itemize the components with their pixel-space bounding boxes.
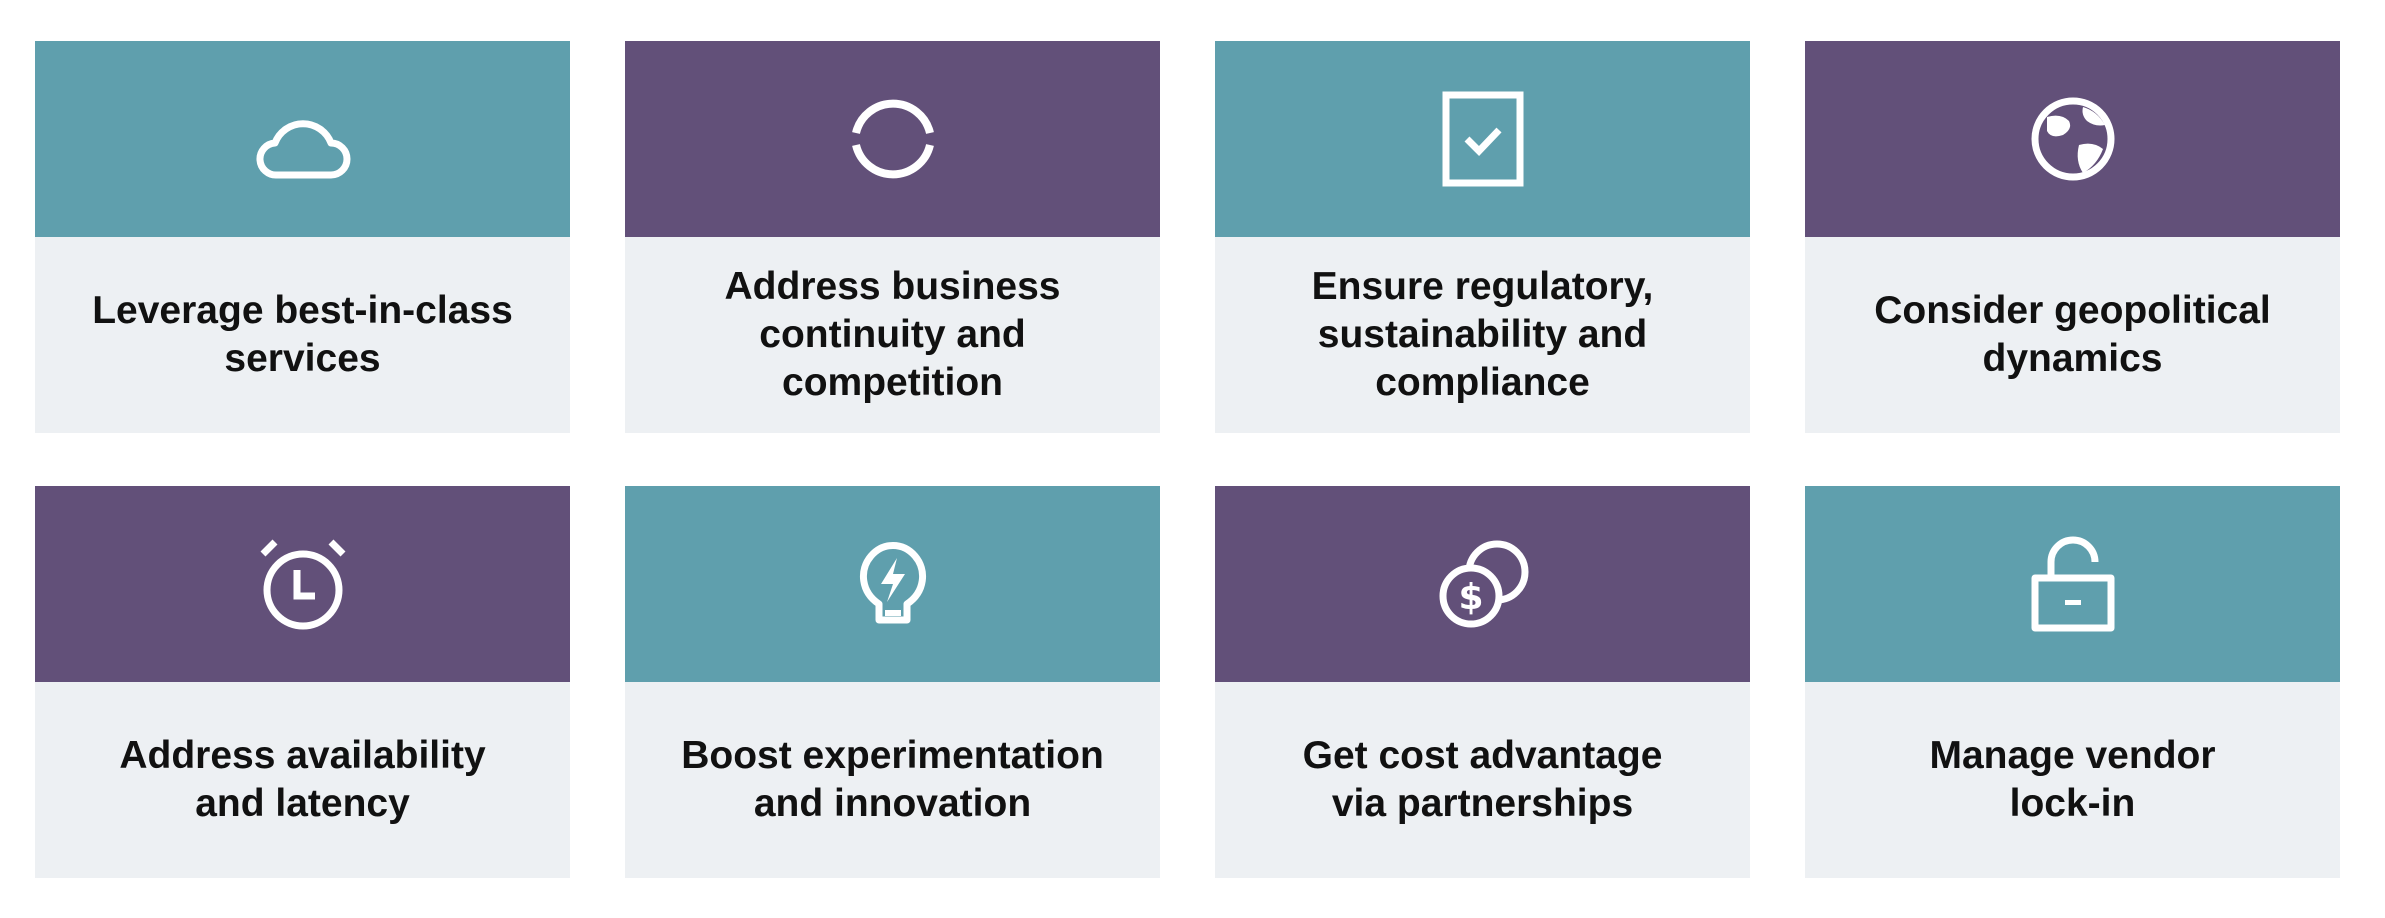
benefit-card-geopolitical: Consider geopolitical dynamics [1805, 41, 2340, 433]
coins-icon: $ [1439, 540, 1528, 628]
card-body: Manage vendor lock-in [1805, 682, 2340, 878]
card-header [1215, 41, 1750, 237]
card-body: Consider geopolitical dynamics [1805, 237, 2340, 433]
benefits-grid: Leverage best-in-class services Address … [35, 41, 2340, 878]
card-label: Leverage best-in-class services [92, 289, 513, 380]
card-header [625, 486, 1160, 682]
card-label: Address availability and latency [119, 734, 486, 825]
card-body: Ensure regulatory, sustainability and co… [1215, 237, 1750, 433]
benefit-card-best-in-class: Leverage best-in-class services [35, 41, 570, 433]
benefit-card-regulatory: Ensure regulatory, sustainability and co… [1215, 41, 1750, 433]
cloud-icon [256, 120, 350, 179]
alarm-clock-icon [260, 539, 345, 630]
card-label: Get cost advantage via partnerships [1302, 734, 1663, 825]
card-header [625, 41, 1160, 237]
benefit-card-cost-advantage: $ Get cost advantage via partnerships [1215, 486, 1750, 878]
card-header [1805, 41, 2340, 237]
globe-icon [2031, 97, 2114, 181]
card-header [35, 41, 570, 237]
lightbulb-icon [859, 542, 926, 624]
card-header: $ [1215, 486, 1750, 682]
benefit-card-experimentation: Boost experimentation and innovation [625, 486, 1160, 878]
card-label: Ensure regulatory, sustainability and co… [1311, 265, 1654, 404]
checked-document-icon [1442, 91, 1523, 187]
benefit-card-business-continuity: Address business continuity and competit… [625, 41, 1160, 433]
benefit-card-vendor-lock-in: Manage vendor lock-in [1805, 486, 2340, 878]
card-label: Boost experimentation and innovation [681, 734, 1104, 825]
svg-text:$: $ [1458, 577, 1483, 618]
card-header [35, 486, 570, 682]
card-body: Address business continuity and competit… [625, 237, 1160, 433]
card-label: Address business continuity and competit… [724, 265, 1061, 404]
card-body: Boost experimentation and innovation [625, 682, 1160, 878]
card-body: Leverage best-in-class services [35, 237, 570, 433]
card-header [1805, 486, 2340, 682]
card-label: Manage vendor lock-in [1929, 734, 2216, 825]
circular-arrows-icon [851, 99, 934, 179]
card-label: Consider geopolitical dynamics [1874, 289, 2271, 380]
unlocked-padlock-icon [2031, 536, 2114, 632]
card-body: Address availability and latency [35, 682, 570, 878]
benefit-card-availability: Address availability and latency [35, 486, 570, 878]
card-body: Get cost advantage via partnerships [1215, 682, 1750, 878]
